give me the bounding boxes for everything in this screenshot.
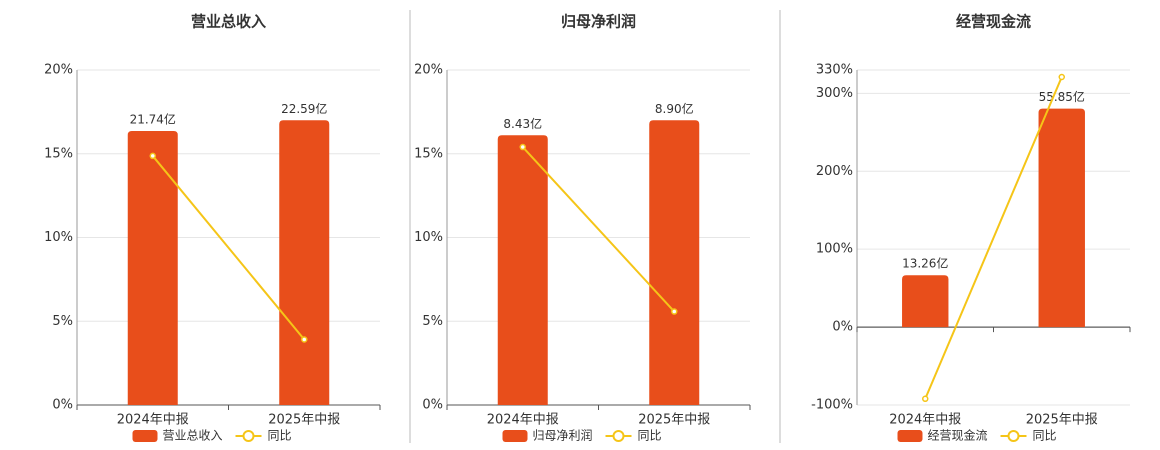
line [151,155,306,341]
legend-swatch [132,430,158,442]
legend-swatch [502,430,528,442]
legend-marker [1007,430,1020,442]
bar [902,275,949,328]
y-tick-label: 10% [414,230,443,245]
x-tick-label: 2025年中报 [268,413,340,428]
legend-label: 同比 [268,429,292,443]
bar [279,120,330,405]
legend-marker [242,430,255,442]
y-tick-label: 20% [414,63,443,78]
value-label: 13.26亿 [902,256,948,271]
chart-title: 经营现金流 [956,13,1031,31]
line-point [1058,73,1065,81]
y-tick-label: 330% [816,63,853,78]
chart-title: 归母净利润 [561,13,636,31]
value-label: 22.59亿 [281,101,327,116]
legend-label: 经营现金流 [928,428,988,443]
value-label: 21.74亿 [130,111,176,126]
bar [1038,108,1085,328]
y-tick-label: 20% [44,63,73,78]
y-tick-label: 5% [52,314,73,329]
legend-label: 营业总收入 [163,429,223,443]
line [522,146,675,313]
y-tick-label: 100% [816,242,853,257]
y-tick-label: 15% [414,146,443,161]
bar [497,135,548,405]
x-tick-label: 2024年中报 [117,413,189,428]
line [924,76,1063,400]
legend-label: 同比 [1033,429,1057,443]
y-tick-label: 0% [832,320,853,335]
x-tick-label: 2025年中报 [1026,413,1098,428]
line-point [519,143,526,151]
legend-swatch [897,430,923,442]
y-tick-label: -100% [811,398,853,413]
legend-label: 归母净利润 [533,429,593,443]
x-tick-label: 2025年中报 [638,413,710,428]
value-label: 55.85亿 [1039,89,1085,104]
line-point [671,308,678,315]
y-tick-label: 300% [816,86,853,101]
y-tick-label: 0% [52,398,73,413]
line-point [301,336,308,343]
x-tick-label: 2024年中报 [889,413,961,428]
y-tick-label: 0% [422,398,443,413]
chart-title: 营业总收入 [191,13,266,31]
legend-marker [612,430,625,442]
y-tick-label: 10% [44,230,73,245]
x-tick-label: 2024年中报 [487,413,559,428]
bar [649,120,700,405]
value-label: 8.43亿 [503,116,542,131]
y-tick-label: 5% [422,314,443,329]
legend-label: 同比 [638,429,662,443]
y-tick-label: 15% [44,146,73,161]
bar [127,130,178,406]
line-point [922,395,929,403]
value-label: 8.90亿 [655,101,694,116]
line-point [149,152,156,160]
y-tick-label: 200% [816,164,853,179]
